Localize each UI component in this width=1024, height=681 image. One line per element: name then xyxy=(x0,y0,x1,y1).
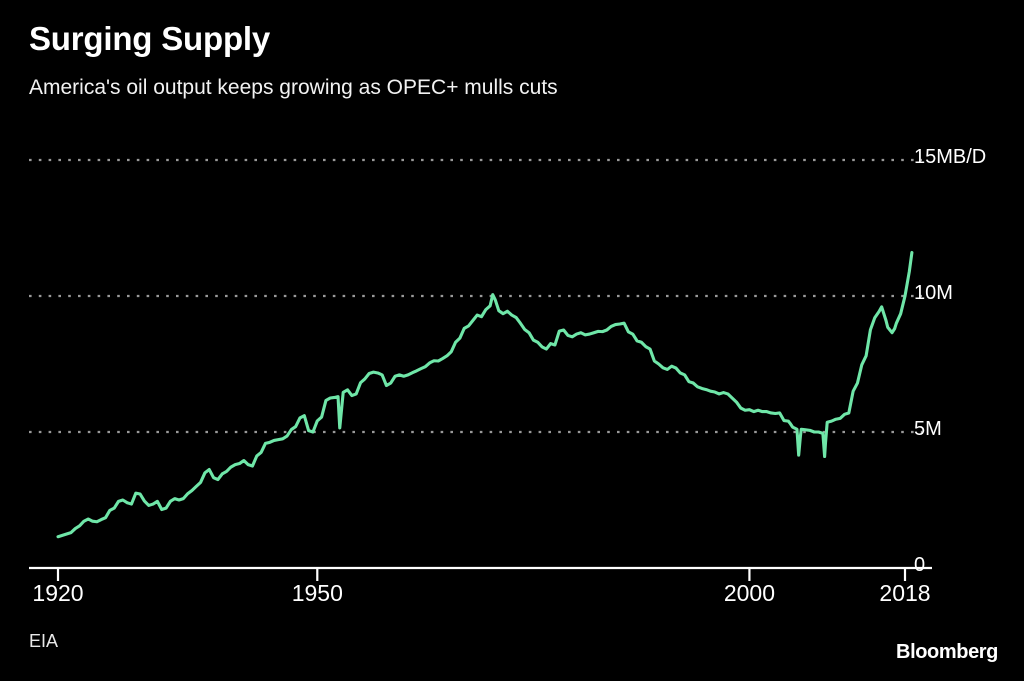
x-axis-label: 2000 xyxy=(723,580,776,606)
x-axis-label: 1950 xyxy=(291,580,343,606)
x-axis-label: 2018 xyxy=(879,580,931,606)
y-axis-label: 10M xyxy=(914,282,953,304)
chart-title: Surging Supply xyxy=(29,20,271,57)
data-line xyxy=(56,250,914,539)
bloomberg-logo: Bloomberg xyxy=(896,641,998,663)
x-axis-group xyxy=(29,566,932,581)
data-series-group xyxy=(56,250,914,539)
source-label: EIA xyxy=(29,631,59,651)
y-axis-label: 15MB/D xyxy=(914,146,987,168)
x-axis-label: 1920 xyxy=(32,580,84,606)
gridline-group xyxy=(29,158,922,434)
y-axis-label: 0 xyxy=(914,554,926,576)
chart-subtitle: America's oil output keeps growing as OP… xyxy=(29,76,558,99)
y-axis-label: 5M xyxy=(914,418,942,440)
